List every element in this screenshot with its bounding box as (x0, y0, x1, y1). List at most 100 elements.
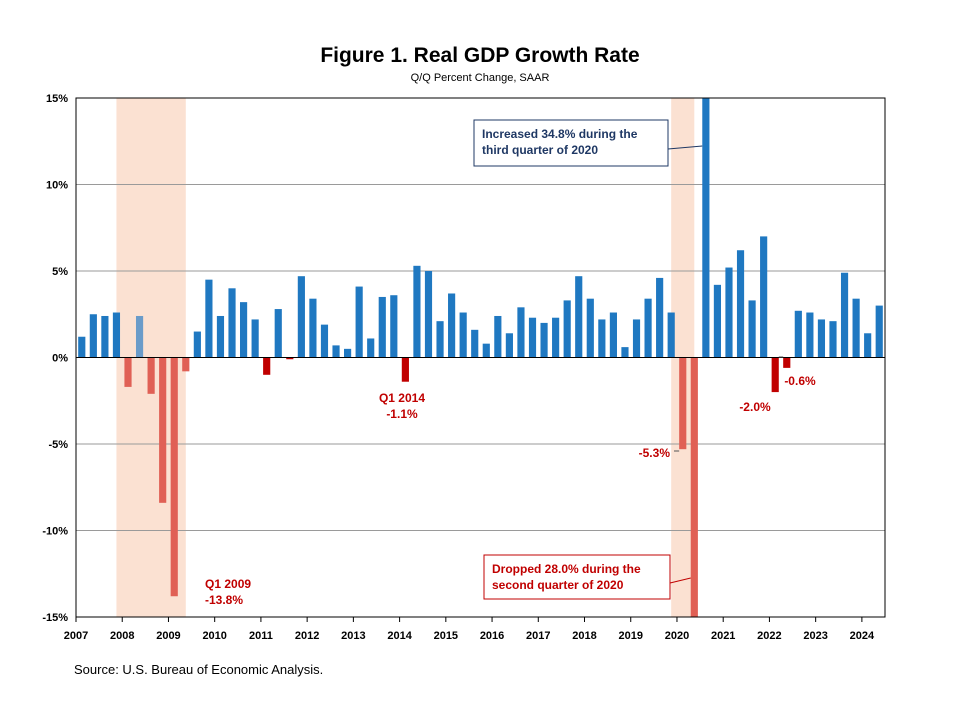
bar (413, 265, 421, 358)
bar (332, 345, 340, 358)
value-annotation: -5.3% (639, 446, 671, 460)
bar (459, 312, 467, 358)
value-annotation: Q1 2009 (205, 577, 251, 591)
bar (112, 312, 121, 358)
bar (251, 319, 259, 358)
bar (829, 321, 837, 358)
bar (193, 331, 201, 358)
x-tick-label: 2018 (572, 630, 596, 642)
bar (205, 279, 213, 358)
y-tick-label: 5% (52, 266, 68, 278)
bar (563, 300, 571, 358)
callout-text: Dropped 28.0% during the (492, 562, 641, 576)
bar (170, 357, 178, 597)
callout-text: second quarter of 2020 (492, 578, 624, 592)
callout-text: third quarter of 2020 (482, 143, 598, 157)
bar (644, 298, 652, 358)
callout-pointer (669, 577, 691, 584)
plot-frame (75, 97, 886, 618)
value-annotation: -2.0% (739, 400, 771, 414)
callout-box (473, 119, 669, 167)
bar (632, 319, 641, 358)
bar (656, 277, 664, 358)
x-tick-label: 2008 (110, 630, 134, 642)
bar (575, 276, 583, 358)
y-tick-label: -10% (42, 526, 68, 538)
bar (783, 357, 791, 368)
bar (436, 321, 444, 358)
bar (725, 267, 733, 358)
y-tick-label: -5% (48, 439, 68, 451)
bar (713, 284, 722, 358)
bar (586, 298, 594, 358)
bar (598, 319, 606, 358)
bar (852, 298, 860, 358)
bar (875, 305, 883, 358)
x-tick-label: 2020 (665, 630, 689, 642)
x-tick-label: 2009 (156, 630, 180, 642)
axes (75, 97, 886, 622)
bar (840, 272, 849, 358)
bar (471, 329, 479, 358)
bar (748, 300, 756, 358)
bar (309, 298, 317, 358)
bar (771, 357, 779, 393)
bar (274, 309, 282, 358)
bar (609, 312, 617, 358)
source-note: Source: U.S. Bureau of Economic Analysis… (74, 662, 324, 677)
bar (864, 333, 872, 358)
bar (89, 314, 97, 358)
bar (505, 333, 513, 358)
x-tick-label: 2021 (711, 630, 735, 642)
bar (540, 322, 548, 358)
bar (147, 357, 155, 394)
bar (690, 357, 698, 617)
bar (760, 236, 768, 358)
y-tick-label: 0% (52, 353, 68, 365)
value-annotation: -1.1% (386, 407, 418, 421)
x-tick-label: 2023 (803, 630, 827, 642)
x-tick-label: 2016 (480, 630, 504, 642)
bar (286, 357, 294, 360)
x-tick-label: 2012 (295, 630, 319, 642)
value-annotation: -13.8% (205, 593, 243, 607)
bar (78, 336, 86, 358)
bar (482, 343, 490, 358)
bar (344, 348, 352, 358)
bar (239, 302, 248, 358)
bar (736, 250, 745, 358)
callout-text: Increased 34.8% during the (482, 127, 638, 141)
bar (794, 310, 802, 358)
bar (817, 319, 826, 358)
bar (135, 315, 144, 358)
y-tick-label: 15% (46, 93, 68, 105)
bar (390, 295, 398, 358)
bar (182, 357, 190, 372)
bar (101, 315, 109, 358)
callout-box (483, 554, 671, 600)
x-tick-label: 2022 (757, 630, 781, 642)
x-tick-label: 2010 (202, 630, 226, 642)
x-tick-label: 2014 (387, 630, 412, 642)
bar (621, 347, 629, 358)
bar (367, 338, 375, 358)
value-annotation: -0.6% (784, 374, 816, 388)
bar (216, 315, 225, 358)
bar (528, 317, 537, 358)
value-annotation: Q1 2014 (379, 391, 425, 405)
y-tick-label: -15% (42, 612, 68, 624)
x-tick-label: 2015 (434, 630, 458, 642)
bar (494, 315, 502, 358)
bar (424, 271, 433, 358)
bars (78, 98, 883, 617)
bar (159, 357, 167, 503)
x-tick-label: 2007 (64, 630, 88, 642)
labels: 15% 10% 5% 0% -5% -10% -15% 2007 2008 2009 2010 201… (42, 93, 875, 642)
bar (263, 357, 271, 375)
bar (552, 317, 560, 358)
bar (297, 276, 305, 358)
x-tick-label: 2011 (249, 630, 273, 642)
bar (517, 307, 525, 358)
bar (355, 286, 363, 358)
